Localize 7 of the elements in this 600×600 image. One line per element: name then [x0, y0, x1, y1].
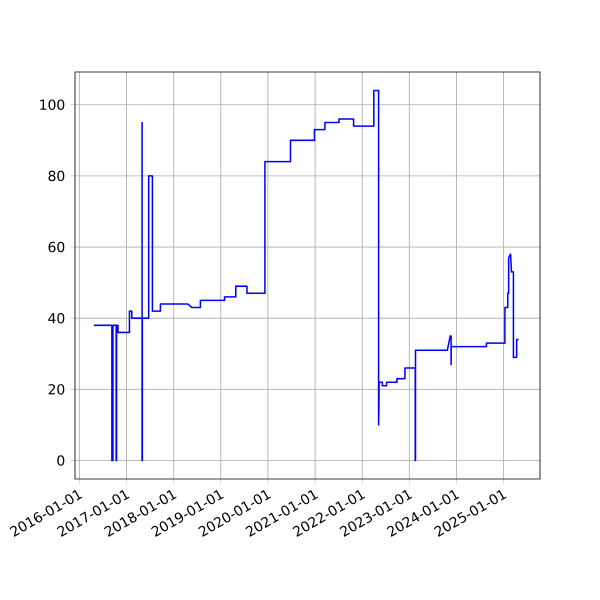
y-tick-label: 20 — [48, 384, 64, 395]
y-tick-label: 100 — [40, 99, 64, 110]
line-series — [93, 90, 520, 462]
y-tick-label: 80 — [48, 170, 64, 182]
y-tick-label: 0 — [57, 455, 64, 466]
y-tick-label: 60 — [48, 242, 64, 252]
y-tick-label: 40 — [48, 312, 64, 324]
